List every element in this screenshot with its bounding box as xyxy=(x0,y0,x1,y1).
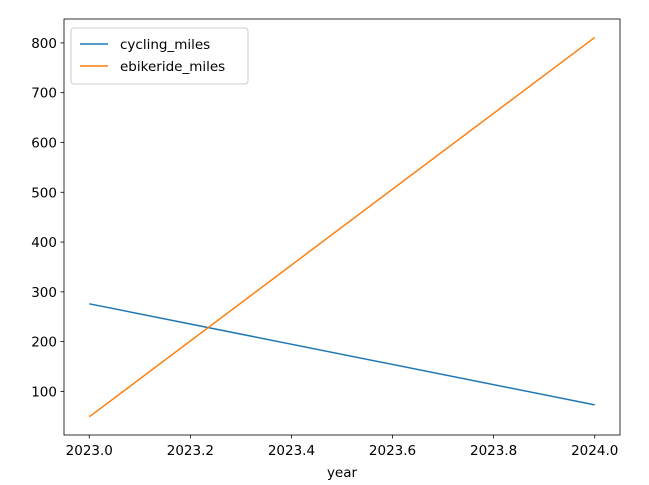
y-tick-label: 600 xyxy=(31,135,57,151)
legend-label: cycling_miles xyxy=(120,37,210,53)
plot-area xyxy=(63,18,621,436)
x-tick-label: 2023.4 xyxy=(268,443,315,459)
x-tick-label: 2023.8 xyxy=(470,443,517,459)
legend-label: ebikeride_miles xyxy=(120,59,225,75)
y-tick-label: 400 xyxy=(31,235,57,251)
y-tick-label: 200 xyxy=(31,335,57,351)
y-tick-label: 300 xyxy=(31,285,57,301)
x-tick-label: 2024.0 xyxy=(571,443,618,459)
series-line-cycling-miles xyxy=(89,303,595,406)
x-tick-label: 2023.6 xyxy=(369,443,416,459)
y-tick-label: 100 xyxy=(31,384,57,400)
x-tick-label: 2023.0 xyxy=(66,443,113,459)
legend: cycling_miles ebikeride_miles xyxy=(70,27,249,85)
series-lines xyxy=(88,36,596,418)
plot-frame xyxy=(63,18,621,436)
series-line-ebikeride-miles xyxy=(88,36,596,418)
y-tick-label: 800 xyxy=(31,36,57,52)
x-tick-label: 2023.2 xyxy=(167,443,214,459)
legend-box xyxy=(70,27,249,85)
y-axis-ticks: 100 200 300 400 500 600 700 800 xyxy=(31,36,64,400)
x-axis-ticks: 2023.0 2023.2 2023.4 2023.6 2023.8 2024.0 xyxy=(66,435,618,459)
x-axis-label: year xyxy=(327,465,358,481)
y-tick-label: 500 xyxy=(31,185,57,201)
y-tick-label: 700 xyxy=(31,86,57,102)
